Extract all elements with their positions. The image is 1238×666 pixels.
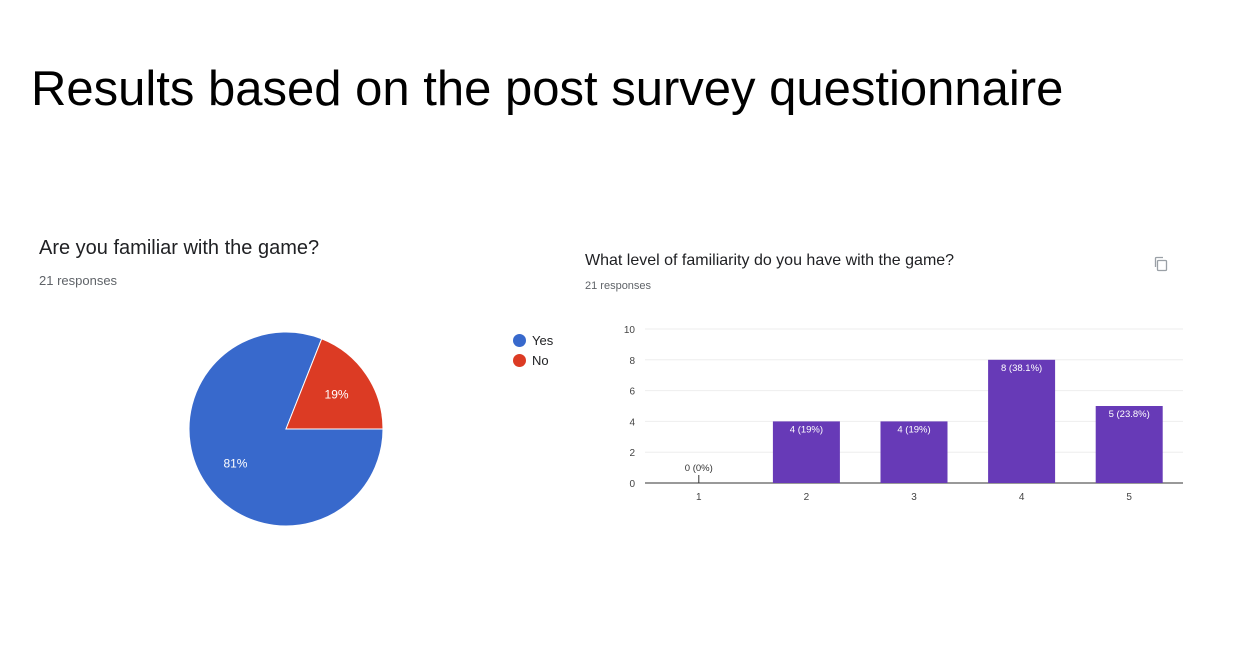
y-tick-label: 4 (629, 417, 635, 428)
pie-chart: 81% 19% (188, 331, 384, 527)
pie-slice-label-yes: 81% (223, 456, 247, 470)
pie-legend: Yes No (513, 330, 553, 370)
legend-label-yes: Yes (532, 332, 554, 348)
x-tick-label: 4 (1019, 492, 1025, 503)
bar-5[interactable] (1095, 406, 1163, 483)
bar-value-label: 4 (19%) (790, 424, 823, 435)
page-title: Results based on the post survey questio… (31, 62, 1064, 116)
bar-value-label: 5 (23.8%) (1109, 409, 1150, 420)
pie-slice-label-no: 19% (325, 388, 349, 402)
bar-4[interactable] (988, 359, 1056, 483)
y-tick-label: 2 (629, 448, 635, 459)
y-tick-label: 10 (624, 325, 636, 336)
x-tick-label: 2 (804, 492, 810, 503)
legend-swatch-no (513, 353, 526, 367)
bar-3[interactable] (880, 421, 948, 483)
question-title: Are you familiar with the game? (39, 237, 320, 259)
legend-swatch-yes (513, 333, 526, 347)
pie-slice-no[interactable] (285, 338, 384, 430)
legend-item-no[interactable]: No (513, 350, 553, 370)
y-tick-label: 0 (629, 479, 635, 490)
x-tick-label: 3 (911, 492, 917, 503)
bar-value-label: 0 (0%) (685, 463, 713, 474)
legend-item-yes[interactable]: Yes (513, 330, 553, 350)
response-count: 21 responses (585, 280, 652, 292)
x-tick-label: 1 (696, 492, 702, 503)
bar-2[interactable] (772, 421, 840, 483)
x-tick-label: 5 (1126, 492, 1132, 503)
y-tick-label: 8 (629, 356, 635, 367)
bar-chart: 0 2 4 6 8 10 0 (0%) 1 4 (19%) 2 4 (19%) 3 8 (38.1%) 4… (624, 325, 1183, 503)
y-tick-label: 6 (629, 387, 635, 398)
bar-value-label: 4 (19%) (897, 424, 930, 435)
response-count: 21 responses (39, 273, 118, 288)
copy-icon[interactable] (1152, 255, 1170, 273)
question-title: What level of familiarity do you have wi… (585, 252, 955, 269)
legend-label-no: No (532, 352, 549, 368)
pie-chart-card: Are you familiar with the game? 21 respo… (39, 232, 579, 552)
bar-chart-card: What level of familiarity do you have wi… (585, 246, 1200, 536)
bar-value-label: 8 (38.1%) (1001, 363, 1042, 374)
